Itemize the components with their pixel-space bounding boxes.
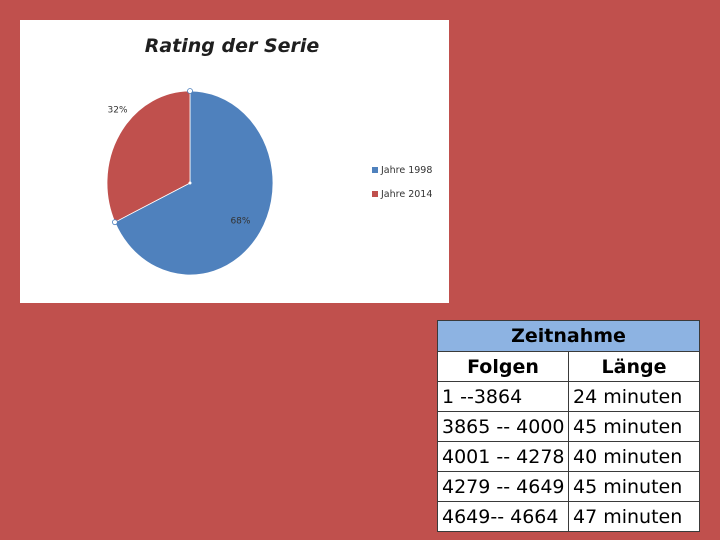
table-row: 1 --3864 24 minuten	[437, 381, 701, 412]
column-header-folgen: Folgen	[437, 351, 569, 382]
slice-handle-0	[187, 88, 193, 94]
table-row: 4649-- 4664 47 minuten	[437, 501, 701, 532]
cell-laenge: 45 minuten	[567, 471, 701, 502]
table-row: 4279 -- 4649 45 minuten	[437, 471, 701, 502]
table-header-row: Folgen Länge	[437, 351, 701, 382]
slice-handle-1	[111, 219, 118, 226]
cell-folgen: 4279 -- 4649	[437, 471, 569, 502]
chart-title: Rating der Serie	[145, 35, 320, 57]
column-header-laenge: Länge	[567, 351, 701, 382]
chart-panel: Rating der Serie 68% 32% Jahre 1998 Jahre …	[20, 20, 449, 303]
cell-folgen: 4001 -- 4278	[437, 441, 569, 472]
pie-center-handle	[188, 181, 192, 185]
pie-slices	[106, 88, 274, 276]
legend-label-1: Jahre 2014	[380, 189, 432, 200]
cell-laenge: 24 minuten	[567, 381, 701, 412]
pie-slice-0	[114, 90, 274, 276]
chart-legend: Jahre 1998 Jahre 2014	[372, 165, 432, 200]
table-caption-row: Zeitnahme	[436, 320, 701, 352]
cell-folgen: 4649-- 4664	[437, 501, 569, 532]
legend-label-0: Jahre 1998	[380, 165, 432, 176]
cell-folgen: 3865 -- 4000	[437, 411, 569, 442]
table-caption: Zeitnahme	[436, 320, 701, 352]
slice-labels: 68% 32%	[108, 106, 251, 227]
table-row: 4001 -- 4278 40 minuten	[437, 441, 701, 472]
pie-chart: Rating der Serie 68%32% Jahre 1998Jahre …	[106, 35, 432, 276]
cell-laenge: 47 minuten	[567, 501, 701, 532]
slice-label-0: 68%	[230, 216, 250, 226]
legend-swatch-1	[372, 191, 378, 197]
table-row: 3865 -- 4000 45 minuten	[437, 411, 701, 442]
pie-slice-1	[106, 90, 191, 223]
cell-laenge: 45 minuten	[567, 411, 701, 442]
cell-folgen: 1 --3864	[437, 381, 569, 412]
legend-swatch-0	[372, 167, 378, 173]
time-table: Zeitnahme Folgen Länge 1 --3864 24 minut…	[436, 320, 701, 532]
slice-label-1: 32%	[108, 106, 128, 116]
cell-laenge: 40 minuten	[567, 441, 701, 472]
